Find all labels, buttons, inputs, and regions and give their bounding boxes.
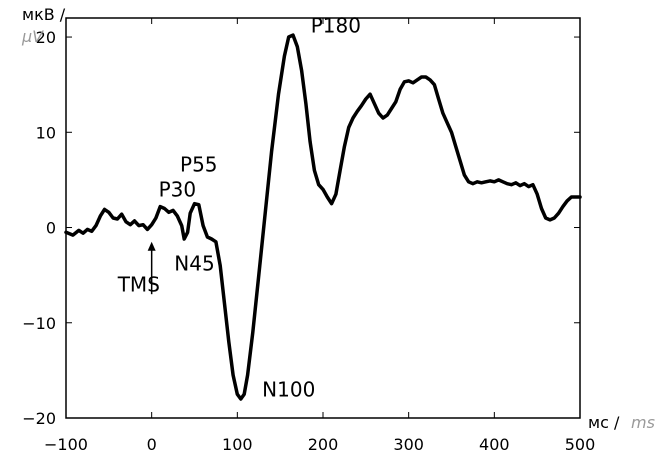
- x-tick-label: 100: [222, 435, 253, 454]
- annotation-p55: P55: [180, 153, 218, 177]
- y-tick-label: 20: [36, 28, 56, 47]
- x-tick-label: 500: [565, 435, 596, 454]
- ticks-group: [65, 18, 581, 419]
- y-tick-label: 10: [36, 123, 56, 142]
- x-tick-label: −100: [44, 435, 88, 454]
- y-axis-unit: мкВ /: [22, 5, 66, 24]
- x-tick-label: 200: [308, 435, 339, 454]
- x-tick-label: 300: [393, 435, 424, 454]
- plot-frame: [65, 17, 581, 419]
- annotation-p180: P180: [311, 14, 361, 38]
- y-tick-label: 0: [46, 219, 56, 238]
- annotation-tms: TMS: [117, 273, 160, 297]
- x-axis-unit-alt: ms: [631, 413, 655, 432]
- y-axis-unit-alt: µV: [21, 27, 44, 46]
- x-axis-unit: мс /: [588, 413, 620, 432]
- y-tick-label: −10: [22, 314, 56, 333]
- x-tick-label: 0: [147, 435, 157, 454]
- annotation-n45: N45: [174, 252, 214, 276]
- series-line: [64, 33, 582, 401]
- annotation-p30: P30: [159, 177, 197, 201]
- y-tick-label: −20: [22, 409, 56, 428]
- tms-arrow: [147, 241, 156, 295]
- x-tick-label: 400: [479, 435, 510, 454]
- tms-arrow-head: [147, 241, 156, 251]
- annotation-n100: N100: [262, 377, 315, 401]
